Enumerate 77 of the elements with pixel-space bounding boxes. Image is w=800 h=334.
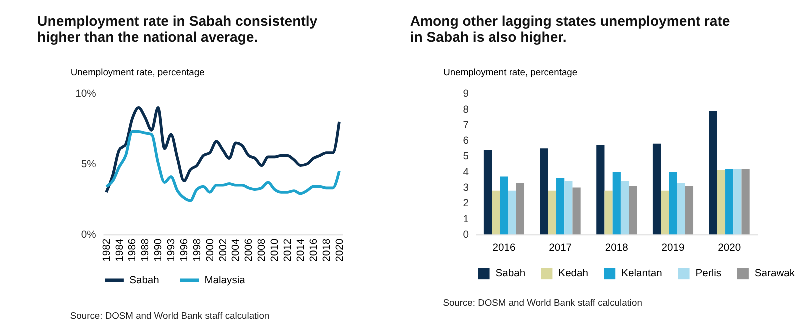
y-tick-label: 1: [463, 214, 470, 226]
legend-label: Sarawak: [754, 268, 796, 280]
bar: [652, 144, 662, 235]
x-tick-label: 2016: [308, 238, 320, 262]
x-tick-label: 2002: [218, 238, 230, 262]
source-note: Source: DOSM and World Bank staff calculation: [70, 311, 270, 322]
bar: [540, 148, 548, 235]
bar: [661, 190, 670, 235]
source-note: Source: DOSM and World Bank staff calculation: [443, 298, 642, 308]
x-tick-label: 1998: [192, 238, 204, 262]
x-tick-label: 2016: [492, 243, 516, 254]
bar: [484, 150, 492, 235]
y-tick-label: 3: [463, 183, 470, 194]
line-series: [105, 106, 341, 194]
x-tick-label: 2004: [231, 238, 242, 262]
y-tick-label: 8: [463, 104, 470, 116]
y-axis-title: Unemployment rate, percentage: [444, 68, 578, 78]
y-tick-label: 10%: [76, 89, 96, 100]
x-tick-label: 1988: [140, 238, 152, 262]
legend-label: Malaysia: [204, 275, 246, 286]
x-tick-label: 2000: [205, 238, 216, 262]
bar: [717, 170, 726, 235]
bar: [629, 186, 638, 235]
x-tick-label: 2018: [605, 243, 629, 254]
bar: [596, 145, 605, 235]
bar: [669, 172, 678, 235]
x-tick-label: 2008: [257, 238, 268, 262]
y-tick-label: 6: [463, 136, 470, 148]
bar: [709, 111, 718, 235]
bar: [564, 181, 573, 235]
bar: [548, 190, 557, 235]
x-tick-label: 2014: [296, 238, 307, 262]
x-tick-label: 2006: [244, 238, 256, 262]
legend-label: Perlis: [696, 268, 722, 280]
x-tick-label: 1982: [102, 238, 113, 262]
x-tick-label: 2017: [549, 243, 572, 254]
chart-title: Among other lagging states unemployment rate in Sabah is also higher.: [410, 13, 730, 46]
x-tick-label: 1990: [154, 238, 165, 262]
bar: [685, 186, 694, 235]
bar: [734, 168, 742, 235]
y-tick-label: 4: [463, 167, 470, 178]
y-tick-label: 7: [463, 120, 470, 132]
line-series: [105, 130, 341, 202]
y-tick-label: 0: [463, 230, 470, 241]
bar: [726, 168, 734, 235]
bar: [604, 190, 613, 235]
x-tick-label: 1984: [114, 238, 126, 262]
y-tick-label: 5%: [81, 160, 96, 171]
x-tick-label: 1996: [179, 238, 190, 262]
chart-title: Unemployment rate in Sabah consistently higher than the national average.: [38, 13, 318, 46]
y-tick-label: 9: [463, 89, 470, 100]
x-tick-label: 2010: [270, 238, 282, 262]
x-tick-label: 1986: [128, 238, 139, 262]
bar: [492, 190, 500, 235]
bar: [516, 183, 525, 235]
legend-label: Kelantan: [622, 268, 663, 280]
bar: [612, 172, 621, 235]
bar: [677, 183, 686, 235]
x-tick-label: 2012: [283, 238, 294, 262]
bar: [572, 188, 581, 235]
y-tick-label: 0%: [81, 230, 96, 241]
x-tick-label: 2020: [334, 238, 346, 262]
bar: [500, 176, 508, 235]
x-tick-label: 2018: [322, 238, 333, 262]
x-tick-label: 2020: [718, 243, 742, 254]
y-tick-label: 5: [463, 152, 470, 163]
x-tick-label: 2019: [662, 243, 685, 254]
legend-label: Kedah: [558, 268, 589, 280]
bar: [508, 190, 516, 235]
x-tick-label: 1993: [166, 238, 178, 262]
bar: [620, 181, 630, 235]
legend-label: Sabah: [496, 268, 526, 280]
bar: [556, 178, 565, 235]
y-axis-title: Unemployment rate, percentage: [70, 68, 205, 78]
y-tick-label: 2: [463, 198, 470, 210]
legend-label: Sabah: [130, 275, 160, 286]
bar: [742, 168, 750, 235]
